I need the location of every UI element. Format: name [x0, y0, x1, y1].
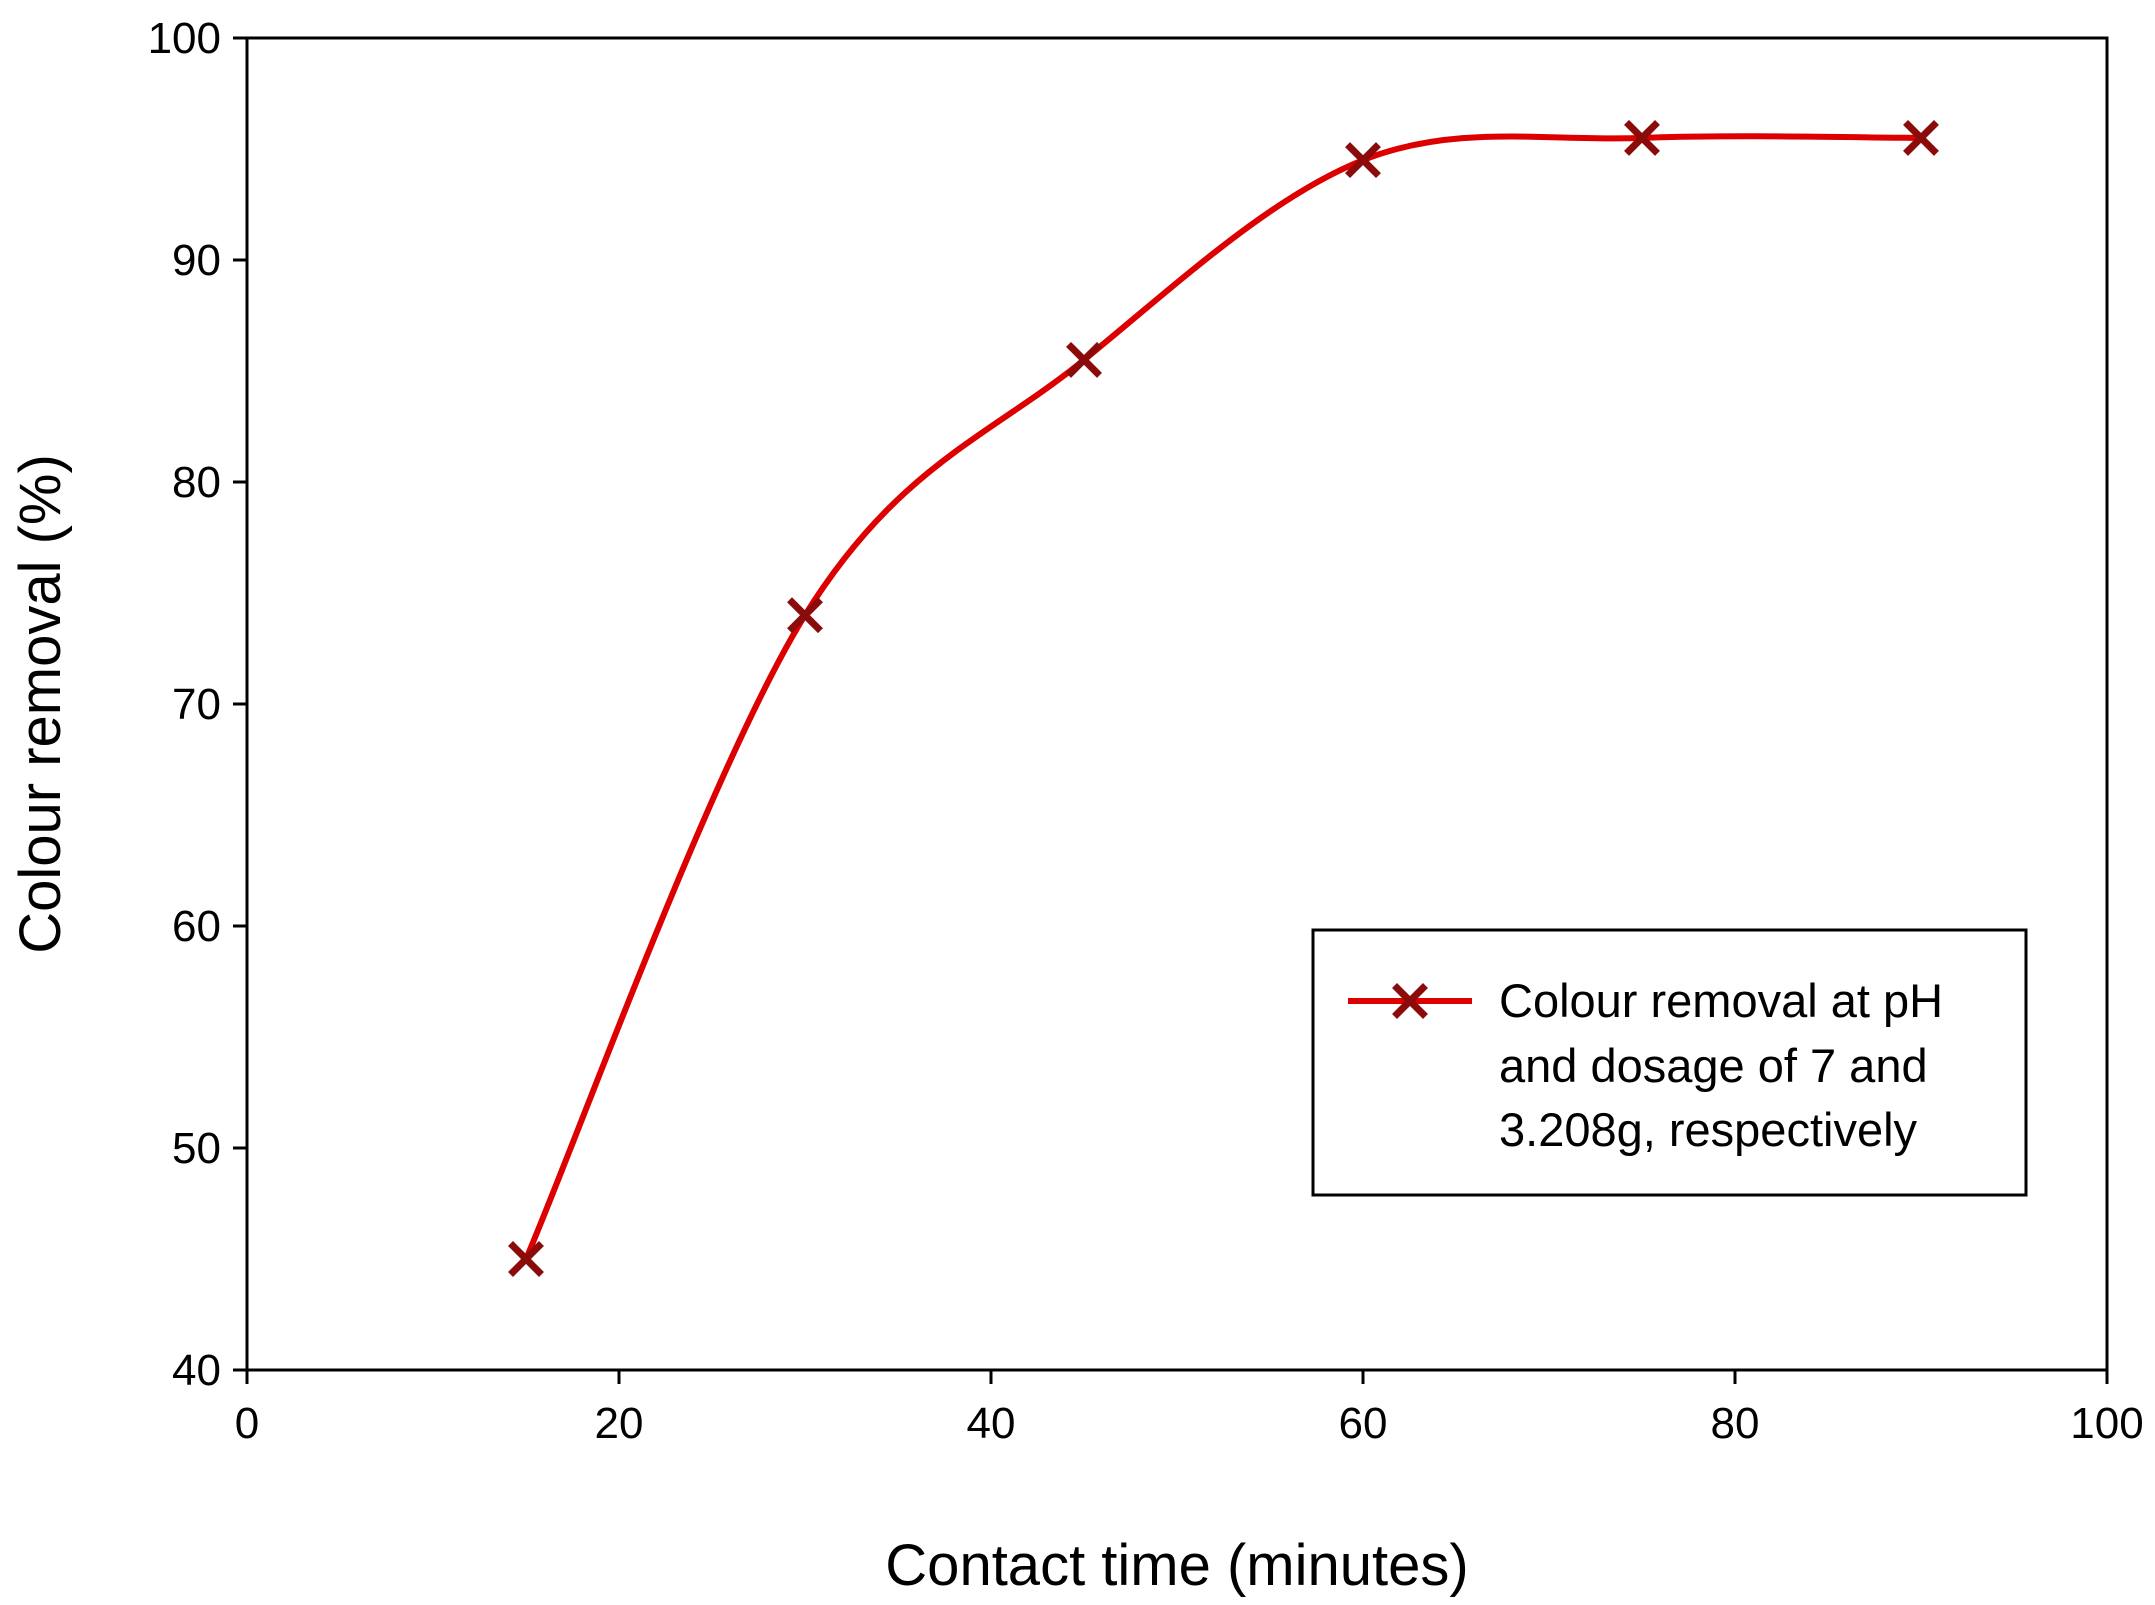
legend-text-line-3: 3.208g, respectively [1499, 1103, 1918, 1156]
x-tick-label: 20 [595, 1399, 644, 1448]
data-point-marker [787, 597, 823, 634]
y-axis: 40 50 60 70 80 90 100 [148, 14, 247, 1395]
data-point-marker [1066, 341, 1102, 378]
legend-marker [1392, 983, 1428, 1019]
y-tick-label: 100 [148, 14, 221, 63]
marker-stroke [1345, 142, 1381, 179]
y-tick-label: 60 [172, 902, 221, 951]
y-tick-label: 90 [172, 236, 221, 285]
y-tick-label: 40 [172, 1346, 221, 1395]
marker-stroke [787, 597, 823, 634]
legend-box [1311, 928, 2028, 1197]
y-tick-label: 70 [172, 680, 221, 729]
x-tick-label: 80 [1711, 1399, 1760, 1448]
legend-marker-stroke [1392, 983, 1428, 1019]
y-axis-title: Colour removal (%) [8, 454, 73, 954]
y-tick-label: 50 [172, 1124, 221, 1173]
x-tick-label: 100 [2070, 1399, 2143, 1448]
x-tick-label: 40 [967, 1399, 1016, 1448]
data-point-marker [1345, 142, 1381, 179]
marker-stroke [1903, 119, 1939, 156]
legend-text-line-2: and dosage of 7 and [1499, 1039, 1928, 1092]
marker-stroke [1066, 341, 1102, 378]
marker-stroke [508, 1241, 544, 1277]
x-axis: 0 20 40 60 80 100 [235, 1370, 2144, 1448]
data-point-marker [508, 1241, 544, 1277]
legend: Colour removal at pH and dosage of 7 and… [1311, 928, 2028, 1197]
marker-stroke [1624, 119, 1660, 156]
x-tick-label: 0 [235, 1399, 259, 1448]
x-axis-title: Contact time (minutes) [885, 1533, 1468, 1598]
data-point-marker [1624, 119, 1660, 156]
y-tick-label: 80 [172, 458, 221, 507]
data-series [508, 119, 1939, 1277]
x-tick-label: 60 [1339, 1399, 1388, 1448]
legend-text-line-1: Colour removal at pH [1499, 974, 1943, 1027]
data-point-marker [1903, 119, 1939, 156]
